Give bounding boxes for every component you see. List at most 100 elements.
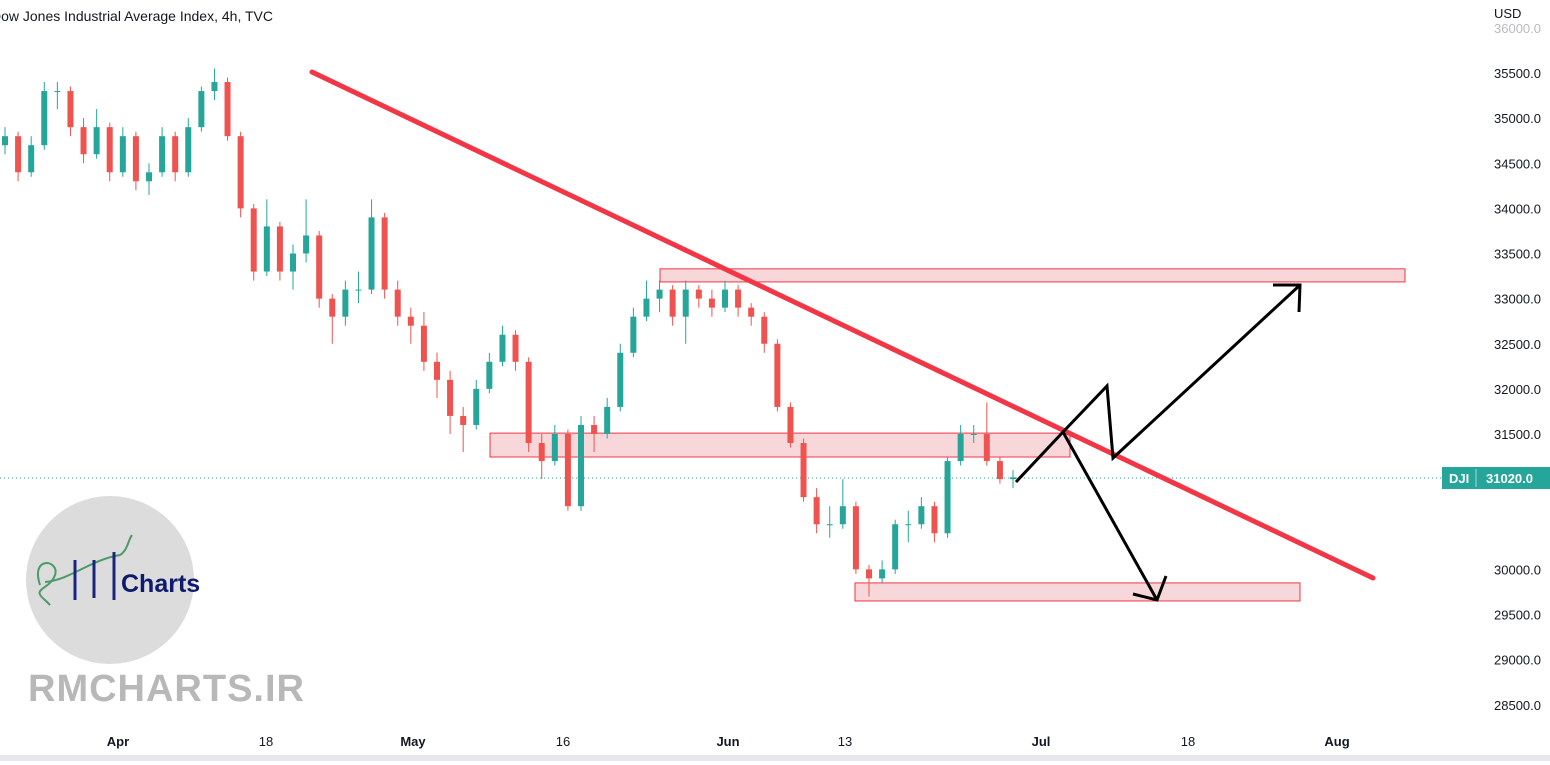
- candle-body: [852, 506, 859, 570]
- candle-body: [172, 136, 179, 173]
- symbol-label: DJI: [1449, 471, 1469, 486]
- candle: [551, 424, 558, 466]
- candle-body: [80, 127, 87, 155]
- arrowhead-down-icon: [1132, 575, 1168, 602]
- candle: [368, 199, 375, 295]
- candle: [879, 560, 886, 583]
- candle-body: [551, 434, 558, 462]
- candle: [630, 307, 637, 358]
- x-tick-label: 13: [838, 734, 852, 749]
- currency-label: USD: [1494, 6, 1522, 21]
- bearish-path[interactable]: [1061, 431, 1159, 601]
- candle-body: [682, 289, 689, 317]
- candle: [1010, 470, 1016, 489]
- candle-body: [591, 424, 598, 434]
- candle-body: [41, 91, 48, 146]
- x-tick-label: Jun: [716, 734, 739, 749]
- candle: [106, 122, 113, 182]
- y-tick-label: 35500.0: [1494, 66, 1541, 81]
- candle: [866, 564, 872, 597]
- candle-body: [407, 316, 414, 326]
- candle: [276, 221, 283, 281]
- candle-body: [866, 569, 872, 579]
- y-tick-label: 31500.0: [1494, 427, 1541, 442]
- candle: [460, 406, 467, 453]
- candle-body: [132, 136, 139, 182]
- candle: [303, 199, 310, 263]
- candle: [447, 370, 454, 434]
- candle-body: [93, 127, 100, 155]
- candle: [892, 519, 899, 574]
- candle: [15, 131, 22, 182]
- y-tick-label: 30000.0: [1494, 562, 1541, 577]
- candle: [211, 68, 218, 101]
- candle-body: [447, 379, 454, 416]
- candle-body: [381, 217, 388, 290]
- candle: [604, 397, 611, 439]
- candle-body: [695, 289, 702, 299]
- candle-body: [787, 406, 794, 444]
- candle-body: [342, 289, 349, 317]
- candle-body: [643, 298, 650, 317]
- x-tick-label: 18: [1181, 734, 1195, 749]
- candle: [41, 82, 48, 150]
- candle-body: [761, 316, 768, 344]
- y-tick-label: 28500.0: [1494, 698, 1541, 713]
- site-watermark: RMCHARTS.IR: [28, 668, 305, 710]
- candle: [905, 510, 912, 543]
- candle: [159, 127, 166, 177]
- candle: [512, 330, 519, 371]
- candle: [250, 203, 257, 281]
- candle-body: [918, 506, 925, 525]
- candle-body: [303, 235, 310, 254]
- candle-body: [198, 91, 205, 128]
- candle-body: [839, 506, 846, 525]
- candle-body: [420, 325, 427, 362]
- candle-body: [1010, 477, 1016, 480]
- candle: [682, 280, 689, 344]
- x-tick-label: Jul: [1032, 734, 1051, 749]
- candle-body: [512, 334, 519, 362]
- candle: [787, 402, 794, 448]
- candle-body: [708, 298, 715, 308]
- candle: [970, 424, 977, 444]
- sr-zone: [854, 582, 1301, 602]
- candle: [2, 127, 8, 155]
- candle: [617, 343, 624, 412]
- candle: [748, 303, 755, 326]
- candle-body: [722, 289, 728, 308]
- sr-zone: [659, 268, 1406, 283]
- candle-body: [656, 289, 663, 299]
- svg-text:Charts: Charts: [121, 570, 200, 598]
- candle: [983, 402, 990, 466]
- candle-body: [957, 434, 964, 462]
- candle: [944, 456, 951, 538]
- y-tick-label: 33000.0: [1494, 292, 1541, 307]
- candle: [578, 415, 584, 511]
- candle: [931, 501, 938, 543]
- candle: [918, 497, 925, 529]
- candle: [656, 280, 663, 313]
- candle: [695, 285, 702, 308]
- candle-body: [28, 145, 35, 173]
- x-tick-label: 16: [556, 734, 570, 749]
- candle: [237, 131, 244, 218]
- projection-arrows[interactable]: [1014, 283, 1302, 602]
- candle-body: [813, 497, 820, 525]
- candle: [826, 506, 833, 538]
- candle-body: [15, 136, 22, 173]
- candle-body: [394, 289, 401, 317]
- y-tick-label: 32500.0: [1494, 337, 1541, 352]
- trendline[interactable]: [309, 69, 1376, 581]
- candle: [499, 325, 506, 367]
- candle: [146, 163, 152, 195]
- candle-body: [146, 172, 152, 182]
- candle: [473, 379, 480, 430]
- candle: [67, 86, 74, 137]
- candle: [198, 86, 205, 132]
- candle-body: [119, 136, 126, 173]
- y-tick-label: 34000.0: [1494, 201, 1541, 216]
- bullish-path[interactable]: [1014, 283, 1302, 484]
- candle: [486, 352, 493, 394]
